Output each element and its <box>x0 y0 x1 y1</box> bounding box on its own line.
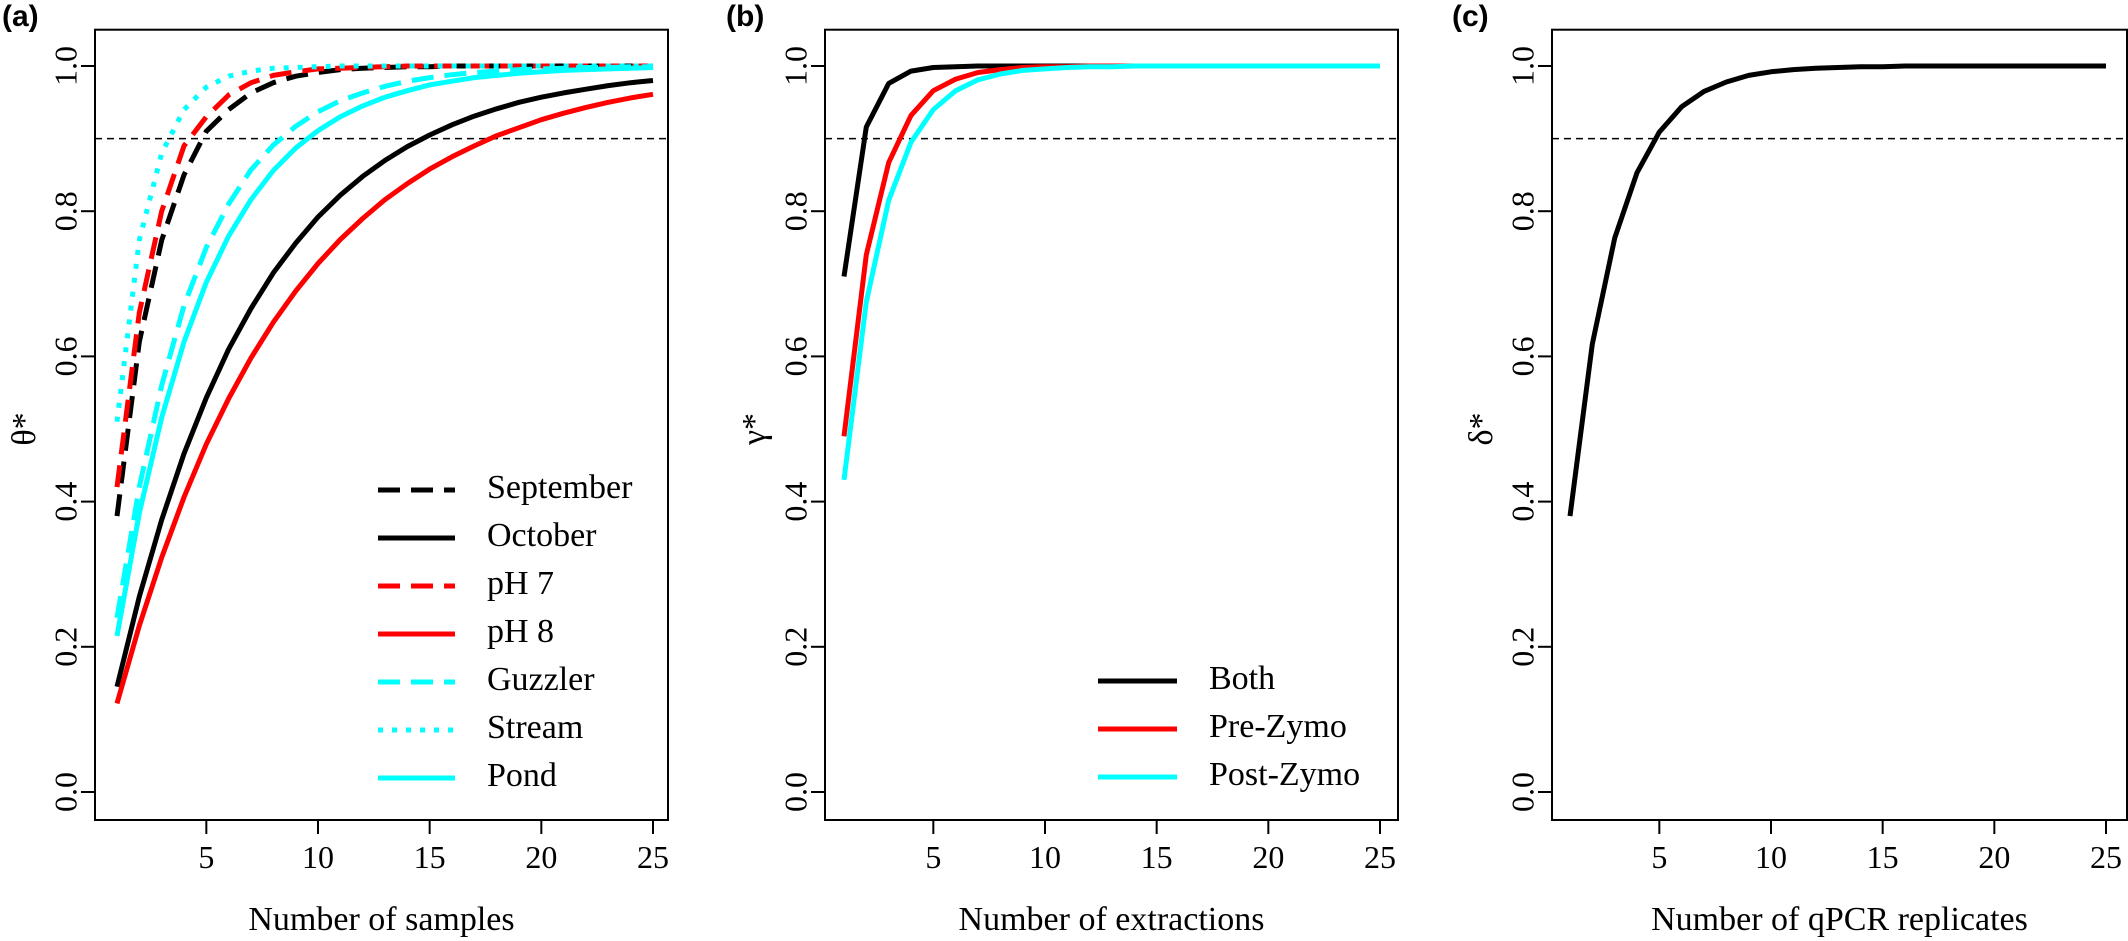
panel-label: (c) <box>1452 0 1489 33</box>
y-tick-label: 0.4 <box>47 482 83 522</box>
legend-label: September <box>487 469 633 506</box>
legend-label: pH 7 <box>487 565 554 602</box>
series-line-ph-8 <box>114 91 654 705</box>
legend-label: Post-Zymo <box>1209 756 1360 793</box>
x-tick-label: 15 <box>1867 839 1899 875</box>
series-line-curve <box>1567 63 2106 517</box>
y-tick-label: 0.6 <box>777 336 813 376</box>
panel-c: (c) 0.0 0.2 0.4 0.6 0.8 1.0 5 10 15 20 25 Number of … <box>1452 0 2128 938</box>
y-tick-label: 0.8 <box>1504 191 1540 231</box>
panel-label: (b) <box>726 0 764 33</box>
x-tick-label: 5 <box>198 839 214 875</box>
y-tick-label: 0.0 <box>47 772 83 812</box>
y-tick-label: 0.6 <box>1504 336 1540 376</box>
legend-label: October <box>487 517 597 554</box>
y-tick-label: 0.0 <box>777 772 813 812</box>
legend-label: pH 8 <box>487 613 554 650</box>
legend-label: Stream <box>487 709 583 746</box>
y-tick-label: 0.4 <box>1504 482 1540 522</box>
y-axis-label: γ* <box>736 413 773 446</box>
series-line-october <box>114 78 654 688</box>
y-tick-label: 1.0 <box>777 46 813 86</box>
series-line-post-zymo <box>841 63 1380 481</box>
x-tick-label: 10 <box>302 839 334 875</box>
x-tick-label: 15 <box>1141 839 1173 875</box>
plot-frame <box>1551 28 2128 821</box>
y-tick-label: 0.8 <box>777 191 813 231</box>
panel-b: (b) 0.0 0.2 0.4 0.6 0.8 1.0 5 10 15 20 25 Number of … <box>726 0 1399 938</box>
series-line-stream <box>114 63 653 423</box>
y-tick-label: 0.2 <box>1504 627 1540 667</box>
y-tick-label: 1.0 <box>47 46 83 86</box>
x-tick-label: 10 <box>1029 839 1061 875</box>
y-tick-label: 0.2 <box>777 627 813 667</box>
x-tick-label: 5 <box>925 839 941 875</box>
y-tick-label: 0.4 <box>777 482 813 522</box>
x-axis-label: Number of extractions <box>959 901 1265 938</box>
x-tick-label: 20 <box>1978 839 2010 875</box>
x-tick-label: 25 <box>1364 839 1396 875</box>
x-tick-label: 25 <box>2090 839 2122 875</box>
legend-label: Guzzler <box>487 661 595 698</box>
x-tick-label: 25 <box>637 839 669 875</box>
x-axis-label: Number of samples <box>248 901 514 938</box>
y-axis-label: δ* <box>1463 412 1500 445</box>
y-tick-label: 0.0 <box>1504 772 1540 812</box>
x-tick-label: 20 <box>525 839 557 875</box>
x-tick-label: 15 <box>414 839 446 875</box>
x-tick-label: 20 <box>1252 839 1284 875</box>
y-tick-label: 0.2 <box>47 627 83 667</box>
x-tick-label: 5 <box>1651 839 1667 875</box>
plot-frame <box>824 28 1399 821</box>
legend-label: Pre-Zymo <box>1209 708 1347 745</box>
panel-label: (a) <box>2 0 39 33</box>
y-axis-label: θ* <box>6 412 43 445</box>
panel-a: (a) 0.0 0.2 0.4 0.6 0.8 1.0 5 10 15 20 25 Number of … <box>2 0 669 938</box>
legend-label: Both <box>1209 660 1275 697</box>
x-axis-label: Number of qPCR replicates <box>1651 901 2028 938</box>
y-tick-label: 1.0 <box>1504 46 1540 86</box>
y-tick-label: 0.8 <box>47 191 83 231</box>
legend-label: Pond <box>487 757 557 794</box>
x-tick-label: 10 <box>1755 839 1787 875</box>
plot-frame <box>94 28 669 821</box>
y-tick-label: 0.6 <box>47 336 83 376</box>
series-line-pond <box>114 65 654 637</box>
